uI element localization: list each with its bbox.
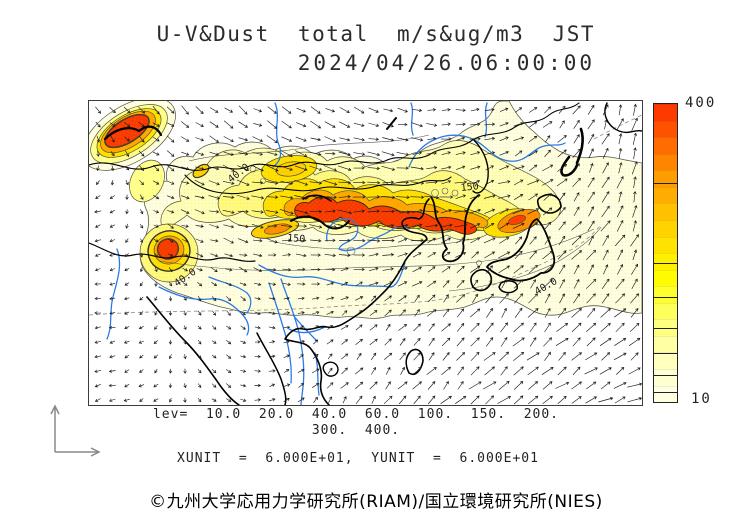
coast-northeast-asia xyxy=(472,138,489,194)
plot-title-line2: 2024/04/26.06:00:00 xyxy=(297,51,595,75)
bold-island-mark xyxy=(560,127,584,177)
vector-units-label: XUNIT = 6.000E+01, YUNIT = 6.000E+01 xyxy=(177,451,539,466)
y-axis-arrow xyxy=(50,404,60,452)
river-yellow xyxy=(326,218,408,252)
rivers-layer xyxy=(106,102,566,406)
lake-baikal xyxy=(386,117,397,130)
x-axis-arrow xyxy=(55,447,101,457)
coast-indochina xyxy=(256,332,287,406)
coast-okhotsk xyxy=(604,102,643,134)
contour-levels-line2: 300. 400. xyxy=(311,423,401,438)
coast-taiwan xyxy=(405,348,424,376)
border-russia-china xyxy=(88,102,580,171)
colorbar-min-label: 10 xyxy=(691,391,712,407)
coast-india xyxy=(146,296,240,406)
plot-title: U-V&Dust total m/s&ug/m3 JST 2024/04/26.… xyxy=(157,22,595,75)
river-indus xyxy=(106,248,121,340)
dust-source-northwest xyxy=(82,97,176,203)
coast-shikoku xyxy=(498,280,518,294)
coast-hokkaido xyxy=(536,193,562,214)
border-mongolia xyxy=(184,174,452,195)
wind-vector-field xyxy=(94,103,643,405)
dust-map: 40.0 150 150 40.0 40.0 xyxy=(82,97,643,406)
map-panel: 40.0 150 150 40.0 40.0 xyxy=(82,97,643,406)
coast-honshu xyxy=(486,218,556,282)
dashed-lines xyxy=(88,114,643,316)
axis-indicator xyxy=(50,404,101,457)
river-ganges xyxy=(158,286,250,336)
border-himalaya xyxy=(88,242,256,262)
contour-label: 150 xyxy=(460,181,479,194)
colorbar-max-label: 400 xyxy=(685,95,717,111)
river-yangtze xyxy=(258,262,406,288)
coast-hainan xyxy=(322,361,339,377)
contour-levels-line1: lev= 10.0 20.0 40.0 60.0 100. 150. 200. xyxy=(152,407,560,422)
colorbar xyxy=(653,103,678,403)
river-amur xyxy=(408,134,566,168)
coast-korea xyxy=(430,194,480,263)
contour-label: 150 xyxy=(287,233,306,245)
plot-title-line1: U-V&Dust total m/s&ug/m3 JST xyxy=(156,22,595,46)
mountain-line-tienshan xyxy=(103,125,163,141)
credit-line: ©九州大学応用力学研究所(RIAM)/国立環境研究所(NIES) xyxy=(149,492,603,512)
